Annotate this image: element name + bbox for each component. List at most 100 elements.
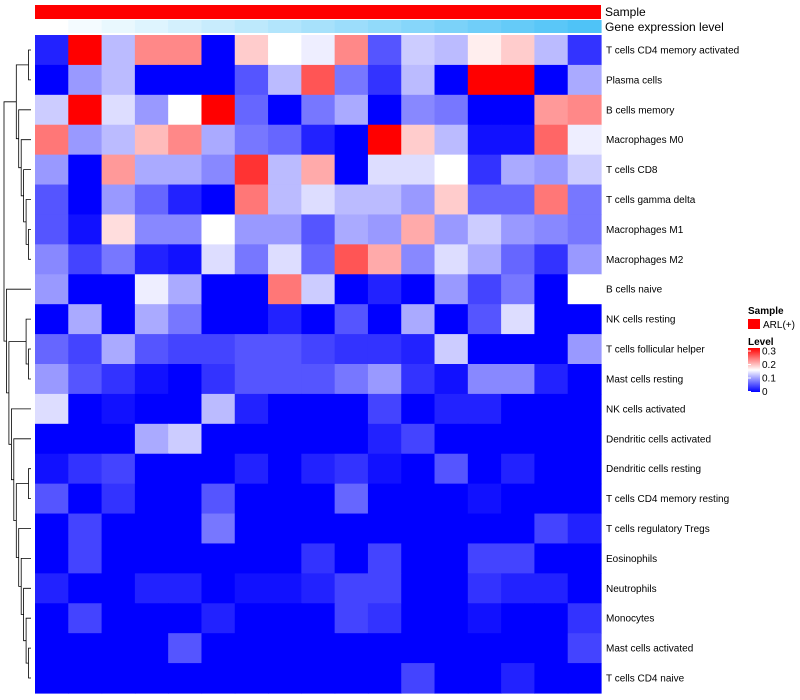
dendrogram-branch bbox=[28, 348, 31, 380]
legend-level-colorbar bbox=[748, 348, 760, 392]
heatmap-cell bbox=[301, 543, 336, 574]
heatmap-cell bbox=[201, 543, 236, 574]
heatmap-cell bbox=[534, 64, 569, 96]
heatmap-cell bbox=[534, 214, 569, 245]
heatmap-cell bbox=[401, 543, 436, 574]
heatmap-cell bbox=[101, 214, 136, 245]
heatmap-cell bbox=[35, 124, 69, 156]
heatmap-cell bbox=[201, 603, 236, 634]
heatmap-cell bbox=[434, 244, 469, 275]
heatmap-cell bbox=[301, 573, 336, 604]
heatmap-cell bbox=[501, 483, 536, 515]
heatmap-cell bbox=[301, 124, 336, 156]
heatmap-cell bbox=[567, 154, 602, 186]
heatmap-cell bbox=[367, 334, 402, 365]
heatmap-cell bbox=[301, 423, 336, 455]
heatmap-cell bbox=[68, 633, 103, 664]
dendrogram-branch bbox=[28, 49, 31, 81]
expression-annotation-cell bbox=[434, 20, 469, 33]
heatmap-cell bbox=[268, 603, 302, 634]
heatmap-cell bbox=[134, 304, 169, 335]
row-label: NK cells resting bbox=[606, 315, 675, 326]
heatmap-cell bbox=[268, 94, 302, 126]
heatmap-cell bbox=[567, 663, 602, 694]
heatmap-cell bbox=[68, 663, 103, 694]
expression-annotation-cell bbox=[201, 20, 236, 33]
heatmap-cell bbox=[68, 94, 103, 126]
heatmap-cell bbox=[334, 244, 369, 275]
heatmap-cell bbox=[134, 364, 169, 395]
heatmap-cell bbox=[534, 35, 569, 66]
heatmap-cell bbox=[301, 334, 336, 365]
expression-annotation-cell bbox=[367, 20, 402, 33]
heatmap-cell bbox=[334, 513, 369, 545]
heatmap-cell bbox=[134, 334, 169, 365]
heatmap-cell bbox=[201, 184, 236, 216]
heatmap-cell bbox=[334, 603, 369, 634]
expression-annotation-cell bbox=[268, 20, 302, 33]
heatmap-cell bbox=[35, 364, 69, 395]
heatmap-cell bbox=[567, 184, 602, 216]
heatmap-cell bbox=[334, 573, 369, 604]
heatmap-cell bbox=[434, 304, 469, 335]
heatmap-cell bbox=[401, 64, 436, 96]
heatmap-cell bbox=[467, 94, 502, 126]
expression-annotation-cell bbox=[501, 20, 536, 33]
row-label: Mast cells activated bbox=[606, 644, 693, 655]
heatmap-cell bbox=[534, 633, 569, 664]
heatmap-cell bbox=[401, 334, 436, 365]
heatmap-cell bbox=[101, 274, 136, 305]
heatmap-cell bbox=[168, 35, 203, 66]
heatmap-cell bbox=[101, 453, 136, 485]
heatmap-cell bbox=[201, 94, 236, 126]
dendrogram-branch bbox=[6, 288, 31, 394]
dendrogram-branch bbox=[28, 468, 31, 499]
heatmap-cell bbox=[134, 124, 169, 156]
heatmap-cell bbox=[434, 274, 469, 305]
heatmap-cell bbox=[35, 513, 69, 545]
row-label: T cells CD4 memory activated bbox=[606, 45, 739, 56]
heatmap-cell bbox=[467, 513, 502, 545]
heatmap-cell bbox=[567, 334, 602, 365]
heatmap-cell bbox=[234, 603, 269, 634]
heatmap-cell bbox=[434, 573, 469, 604]
heatmap-cell bbox=[567, 94, 602, 126]
heatmap-cell bbox=[134, 513, 169, 545]
heatmap-cell bbox=[234, 244, 269, 275]
heatmap-cell bbox=[467, 274, 502, 305]
heatmap-cell bbox=[68, 364, 103, 395]
heatmap-cell bbox=[334, 274, 369, 305]
row-label: Neutrophils bbox=[606, 584, 657, 595]
heatmap-cell bbox=[301, 483, 336, 515]
heatmap-cell bbox=[101, 94, 136, 126]
heatmap-cell bbox=[101, 483, 136, 515]
heatmap-cell bbox=[68, 64, 103, 96]
heatmap-cell bbox=[35, 573, 69, 604]
heatmap-cell bbox=[501, 393, 536, 425]
heatmap-cell bbox=[134, 274, 169, 305]
heatmap-cell bbox=[501, 214, 536, 245]
heatmap-cell bbox=[35, 154, 69, 186]
heatmap-cell bbox=[467, 393, 502, 425]
heatmap-cell bbox=[434, 64, 469, 96]
heatmap-cell bbox=[168, 184, 203, 216]
heatmap-cell bbox=[68, 244, 103, 275]
heatmap-cell bbox=[534, 244, 569, 275]
heatmap-cell bbox=[567, 633, 602, 664]
heatmap-cell bbox=[467, 603, 502, 634]
heatmap-cell bbox=[68, 35, 103, 66]
heatmap-cell bbox=[201, 214, 236, 245]
heatmap-cell bbox=[467, 35, 502, 66]
heatmap-cell bbox=[268, 35, 302, 66]
heatmap-cell bbox=[201, 274, 236, 305]
heatmap-cell bbox=[301, 304, 336, 335]
legend: Sample ARL(+) Level 0.3 0.2 0.1 0 bbox=[748, 306, 795, 398]
heatmap-cell bbox=[334, 304, 369, 335]
heatmap-cell bbox=[334, 393, 369, 425]
heatmap-cell bbox=[134, 453, 169, 485]
heatmap-cell bbox=[35, 334, 69, 365]
heatmap-cell bbox=[201, 423, 236, 455]
row-label: Monocytes bbox=[606, 614, 654, 625]
heatmap-cell bbox=[234, 35, 269, 66]
heatmap-cell bbox=[101, 513, 136, 545]
